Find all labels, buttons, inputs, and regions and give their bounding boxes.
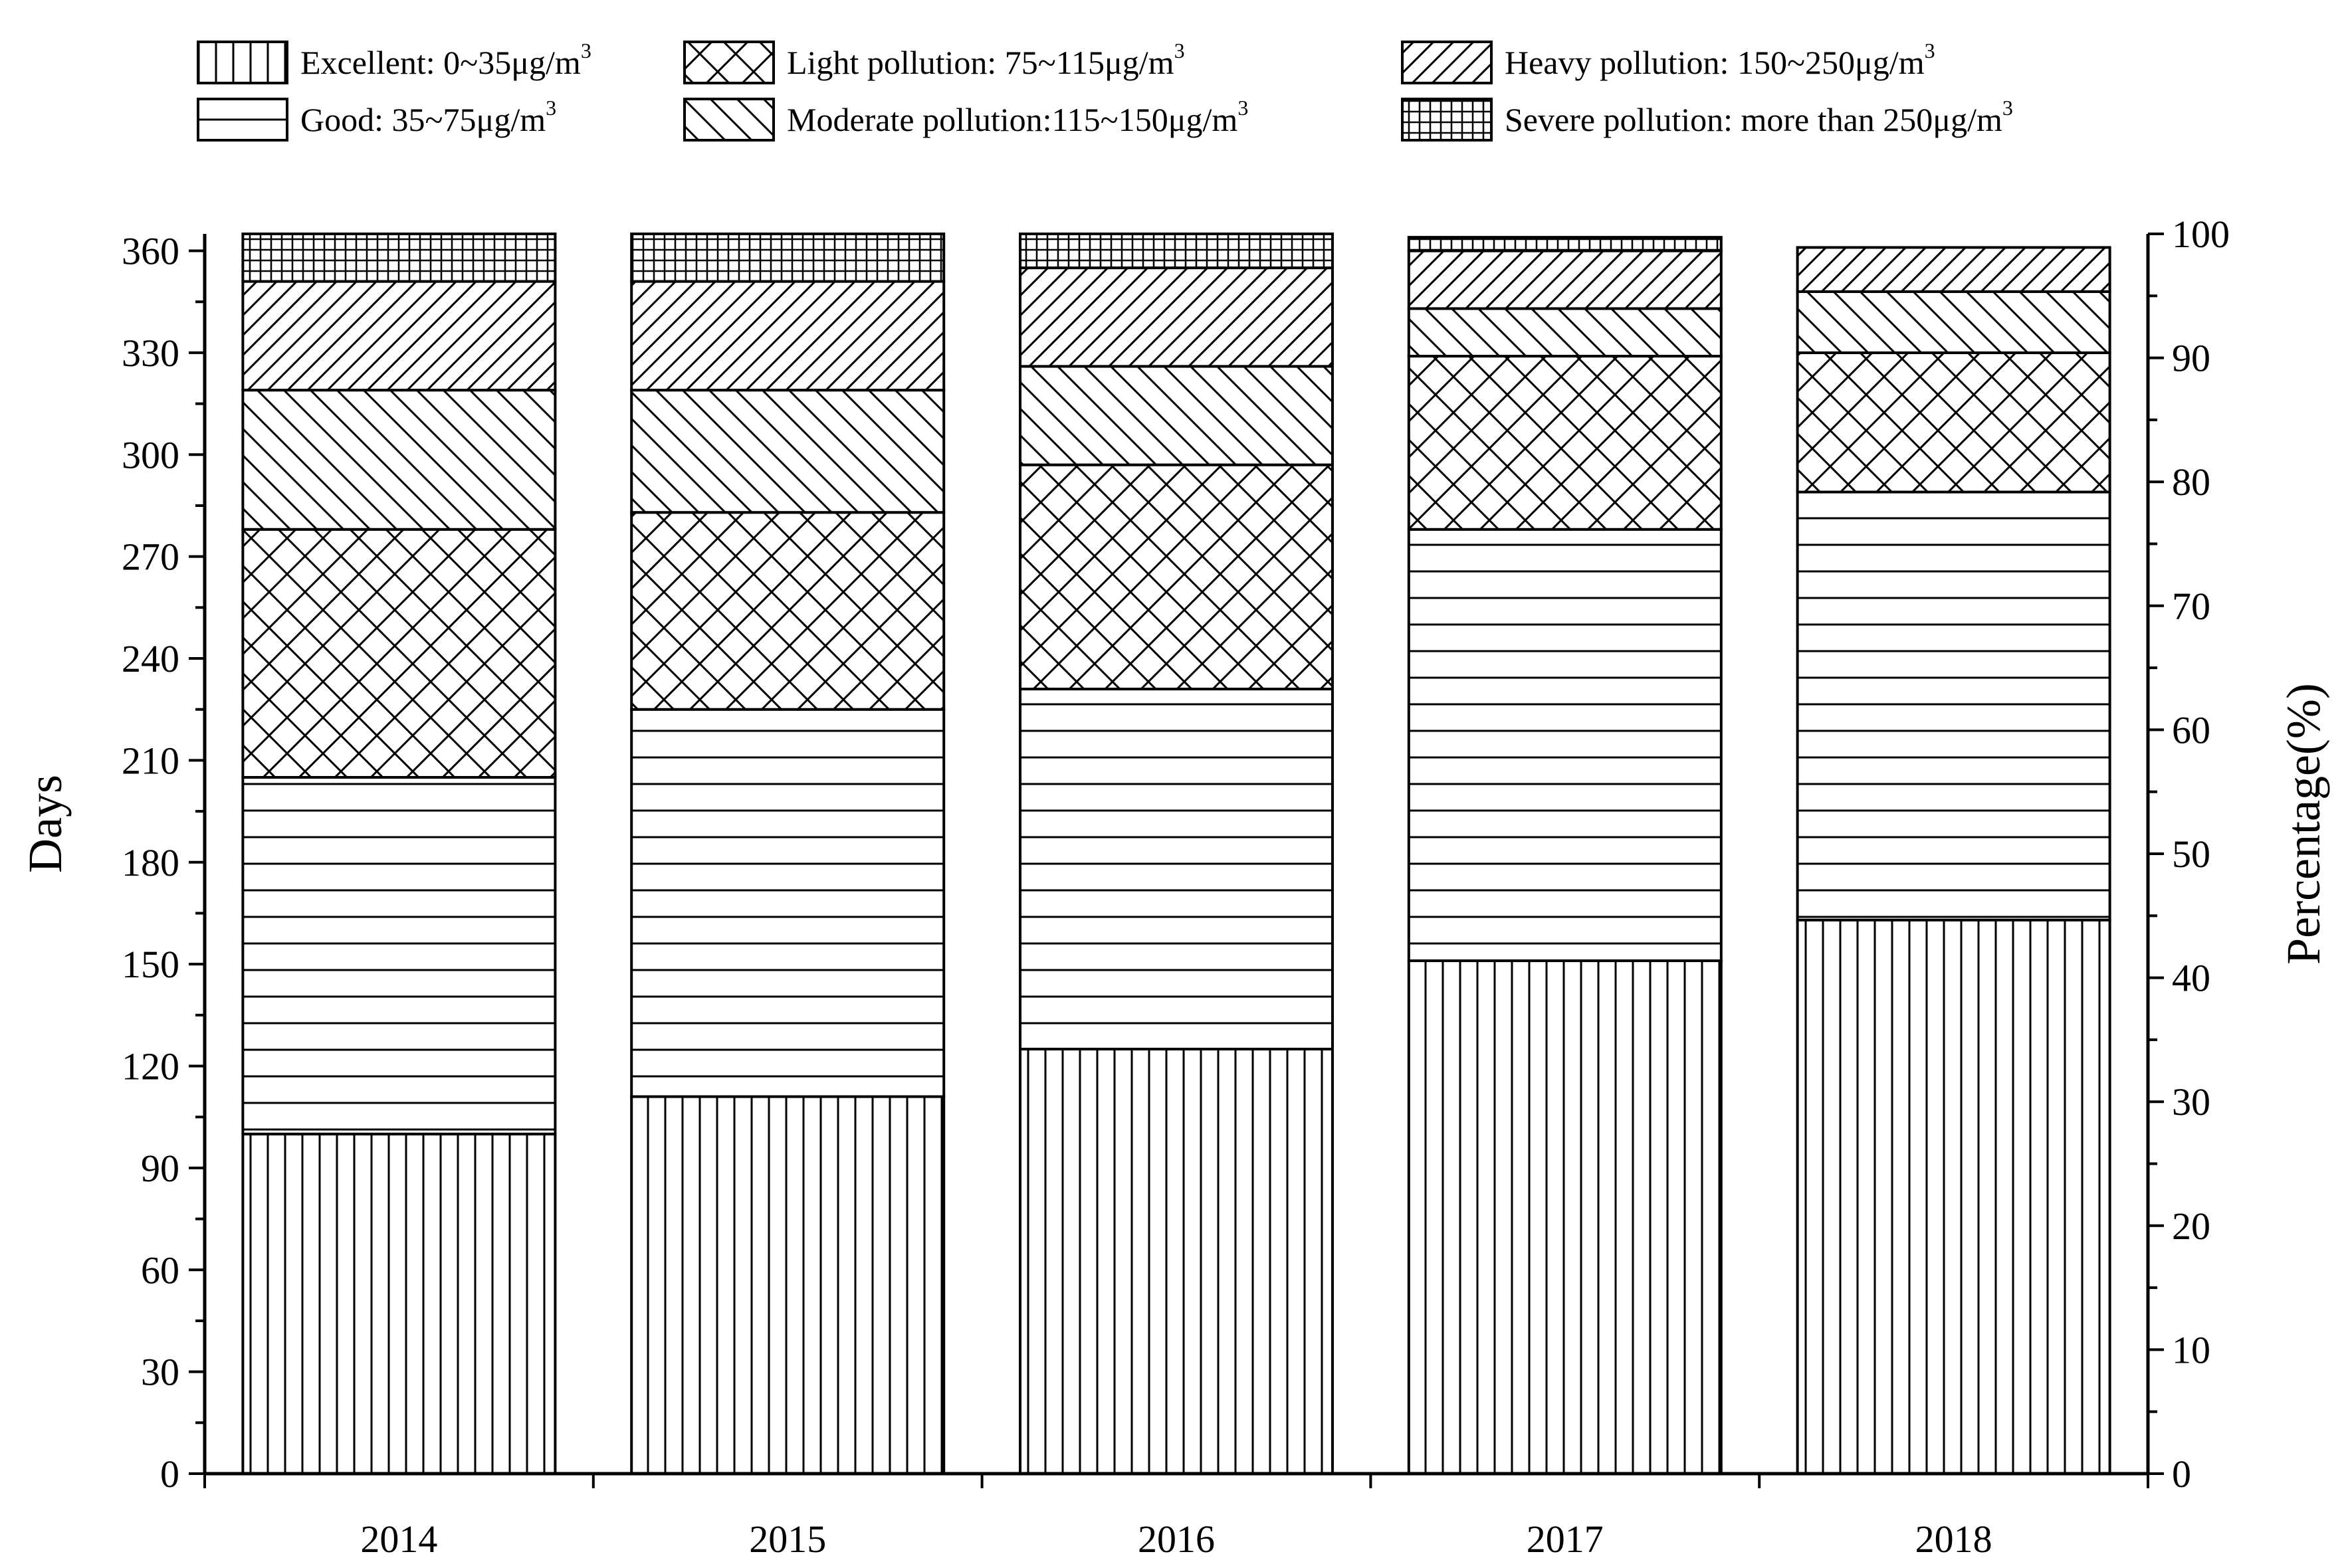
y-right-tick-label: 0 bbox=[2172, 1452, 2191, 1496]
y-right-tick-label: 50 bbox=[2172, 833, 2210, 876]
y-right-tick-label: 90 bbox=[2172, 337, 2210, 380]
bar-horizontal-2015 bbox=[630, 708, 946, 1098]
y-tick-label: 30 bbox=[141, 1351, 179, 1394]
legend-label-forwardslash: Heavy pollution: 150~250μg/m3 bbox=[1505, 39, 1935, 81]
bar-backslash-2014 bbox=[241, 389, 557, 531]
legend-swatch-vertical bbox=[197, 41, 288, 84]
bar-vertical-2017 bbox=[1407, 959, 1723, 1475]
bar-forwardslash-2016 bbox=[1019, 266, 1334, 368]
y-tick-label: 270 bbox=[122, 536, 179, 579]
bar-forwardslash-2017 bbox=[1407, 249, 1723, 310]
bar-horizontal-2018 bbox=[1796, 490, 2111, 922]
bar-backslash-2015 bbox=[630, 389, 946, 514]
legend-swatch-horizontal bbox=[197, 98, 288, 142]
legend-swatch-backslash bbox=[683, 98, 775, 142]
bar-vertical-2016 bbox=[1019, 1047, 1334, 1475]
x-tick-label: 2014 bbox=[360, 1518, 437, 1561]
legend-label-crosshatch: Light pollution: 75~115μg/m3 bbox=[787, 39, 1185, 81]
bar-crosshatch-2018 bbox=[1796, 351, 2111, 494]
y-right-tick-label: 80 bbox=[2172, 460, 2210, 504]
bar-backslash-2016 bbox=[1019, 365, 1334, 466]
bar-grid-2016 bbox=[1019, 233, 1334, 270]
y-right-tick-label: 30 bbox=[2172, 1080, 2210, 1124]
left-y-axis: 0 30 60 90 120 150 180 210 240 270 300 330 360 bbox=[122, 230, 205, 1496]
legend-swatch-crosshatch bbox=[683, 41, 775, 84]
bars-group bbox=[241, 233, 2111, 1475]
y-tick-label: 150 bbox=[122, 943, 179, 986]
x-tick-label: 2017 bbox=[1527, 1518, 1604, 1561]
bar-forwardslash-2014 bbox=[241, 280, 557, 392]
bar-vertical-2014 bbox=[241, 1132, 557, 1475]
y-tick-label: 90 bbox=[141, 1147, 179, 1190]
bar-vertical-2015 bbox=[630, 1095, 946, 1475]
bar-crosshatch-2014 bbox=[241, 528, 557, 779]
bar-forwardslash-2015 bbox=[630, 280, 946, 392]
y-tick-label: 360 bbox=[122, 230, 179, 273]
y-tick-label: 0 bbox=[160, 1452, 179, 1496]
legend-label-backslash: Moderate pollution:115~150μg/m3 bbox=[787, 96, 1248, 138]
bar-vertical-2018 bbox=[1796, 918, 2111, 1475]
bar-grid-2017 bbox=[1407, 236, 1723, 252]
y-tick-label: 330 bbox=[122, 332, 179, 375]
legend-label-vertical: Excellent: 0~35μg/m3 bbox=[300, 39, 591, 81]
y-tick-label: 210 bbox=[122, 739, 179, 782]
y-tick-label: 120 bbox=[122, 1045, 179, 1088]
y-tick-label: 240 bbox=[122, 637, 179, 680]
right-y-axis: 0 10 20 30 40 50 60 70 80 90 100 bbox=[2148, 213, 2230, 1496]
bar-horizontal-2016 bbox=[1019, 688, 1334, 1050]
y-right-tick-label: 100 bbox=[2172, 213, 2230, 256]
x-axis: 2014 2015 2016 2017 2018 bbox=[203, 1474, 2149, 1561]
bar-crosshatch-2015 bbox=[630, 511, 946, 711]
x-tick-label: 2015 bbox=[749, 1518, 826, 1561]
bar-horizontal-2017 bbox=[1407, 528, 1723, 963]
bar-backslash-2018 bbox=[1796, 290, 2111, 354]
legend-label-grid: Severe pollution: more than 250μg/m3 bbox=[1505, 96, 2013, 138]
legend-swatch-grid bbox=[1401, 98, 1493, 142]
bar-forwardslash-2018 bbox=[1796, 246, 2111, 293]
x-tick-label: 2018 bbox=[1915, 1518, 1992, 1561]
legend: Excellent: 0~35μg/m3 Good: 35~75μg/m3 Ligh… bbox=[197, 39, 2013, 142]
y-tick-label: 60 bbox=[141, 1248, 179, 1292]
x-tick-label: 2016 bbox=[1138, 1518, 1215, 1561]
y-right-tick-label: 60 bbox=[2172, 708, 2210, 751]
legend-label-horizontal: Good: 35~75μg/m3 bbox=[300, 96, 556, 138]
bar-grid-2015 bbox=[630, 233, 946, 283]
y-tick-label: 180 bbox=[122, 841, 179, 884]
bar-backslash-2017 bbox=[1407, 307, 1723, 358]
legend-swatch-forwardslash bbox=[1401, 41, 1493, 84]
y-right-tick-label: 40 bbox=[2172, 957, 2210, 1000]
y-right-tick-label: 70 bbox=[2172, 585, 2210, 628]
bar-crosshatch-2016 bbox=[1019, 463, 1334, 691]
y-tick-label: 300 bbox=[122, 433, 179, 476]
y-right-tick-label: 10 bbox=[2172, 1328, 2210, 1371]
bar-crosshatch-2017 bbox=[1407, 355, 1723, 531]
y-right-tick-label: 20 bbox=[2172, 1205, 2210, 1248]
y-axis-title-right: Percentage(%) bbox=[2277, 683, 2330, 965]
bar-horizontal-2014 bbox=[241, 775, 557, 1135]
bar-grid-2014 bbox=[241, 233, 557, 283]
y-axis-title-left: Days bbox=[19, 775, 72, 873]
